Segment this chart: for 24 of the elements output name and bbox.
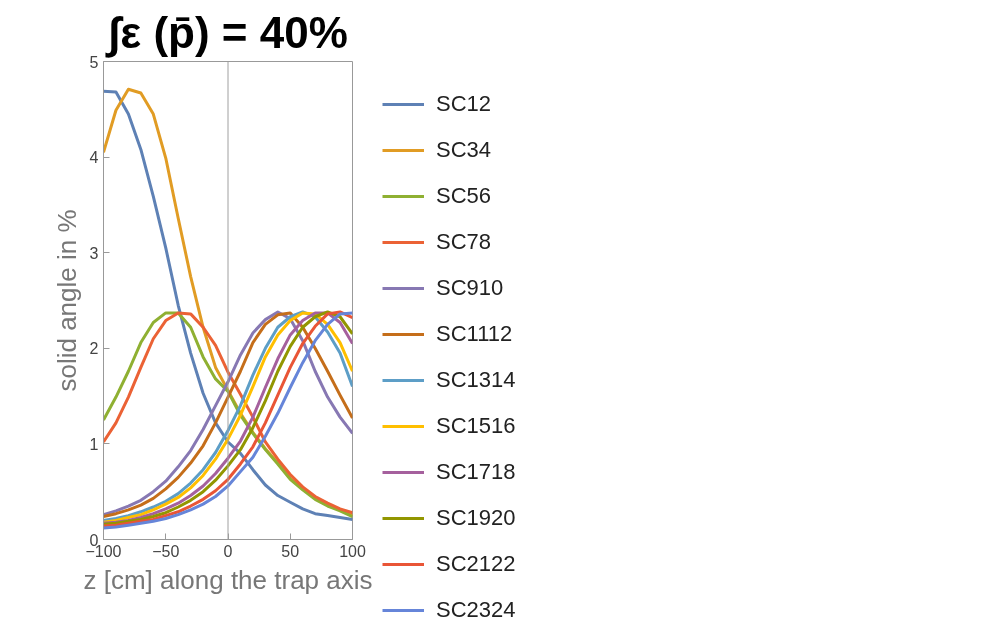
y-tick-label: 4 xyxy=(89,149,99,167)
y-tick-label: 5 xyxy=(89,53,99,71)
legend-label: SC34 xyxy=(436,137,492,163)
y-axis-title: solid angle in % xyxy=(51,209,82,392)
x-tick-label: 100 xyxy=(339,542,366,560)
chart-title: ∫ε (p̄) = 40% xyxy=(105,7,348,58)
legend-label: SC12 xyxy=(436,91,492,117)
x-tick-label: 0 xyxy=(223,542,233,560)
x-tick-label: −50 xyxy=(152,542,180,560)
legend-label: SC1718 xyxy=(436,459,516,485)
x-axis-title: z [cm] along the trap axis xyxy=(83,564,373,595)
legend-label: SC1112 xyxy=(436,321,513,347)
legend-label: SC1314 xyxy=(436,367,516,393)
y-tick-label: 3 xyxy=(89,244,99,262)
legend-label: SC56 xyxy=(436,183,492,209)
legend-label: SC910 xyxy=(436,275,504,301)
legend-label: SC1516 xyxy=(436,413,516,439)
y-tick-label: 1 xyxy=(89,435,99,453)
legend-label: SC1920 xyxy=(436,505,516,531)
legend-label: SC2122 xyxy=(436,551,516,577)
y-tick-label: 2 xyxy=(89,340,99,358)
legend-label: SC78 xyxy=(436,229,492,255)
legend-label: SC2324 xyxy=(436,597,516,623)
x-tick-label: 50 xyxy=(281,542,300,560)
